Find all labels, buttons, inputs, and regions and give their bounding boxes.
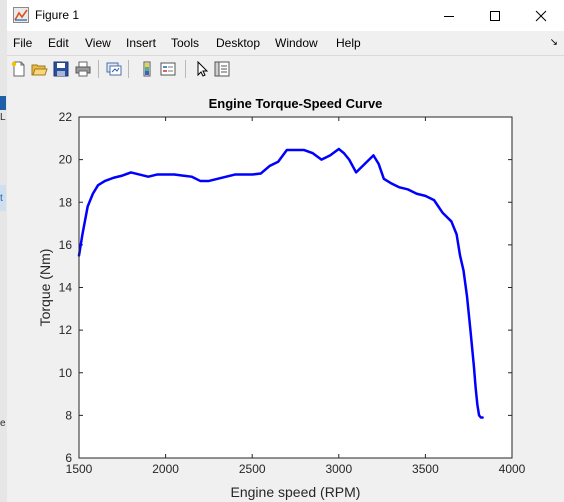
dock-arrow-icon[interactable]: ↘ <box>549 37 558 48</box>
maximize-icon <box>490 10 500 21</box>
menu-help[interactable]: Help <box>336 36 361 50</box>
menu-insert[interactable]: Insert <box>126 36 157 50</box>
toolbar-separator <box>98 60 99 78</box>
data-series <box>77 147 484 419</box>
axes-ticks: 1500 2000 2500 3000 3500 4000 6 8 10 12 14 16 18 20 22 <box>59 110 526 476</box>
open-file-icon[interactable] <box>30 60 48 78</box>
toolbar-separator <box>128 60 129 78</box>
series-line-0 <box>77 147 484 419</box>
chart-title: Engine Torque-Speed Curve <box>209 96 383 111</box>
x-tick-label: 2000 <box>152 462 179 476</box>
figure-toolbar <box>7 55 564 84</box>
toolbar-separator <box>185 60 186 78</box>
menu-window[interactable]: Window <box>275 36 318 50</box>
minimize-icon <box>444 15 454 17</box>
window-titlebar: Figure 1 <box>7 0 564 31</box>
x-tick-label: 1500 <box>66 462 93 476</box>
window-title: Figure 1 <box>35 8 80 22</box>
matlab-figure-icon <box>13 7 29 23</box>
background-text-e: e <box>0 418 6 429</box>
y-tick-label: 16 <box>59 238 73 252</box>
background-selection <box>0 185 6 211</box>
property-inspector-icon[interactable] <box>213 60 231 78</box>
insert-colorbar-icon[interactable] <box>138 60 156 78</box>
figure-canvas: 1500 2000 2500 3000 3500 4000 6 8 10 12 14 16 18 20 22… <box>7 83 564 502</box>
plot-svg: 1500 2000 2500 3000 3500 4000 6 8 10 12 14 16 18 20 22… <box>37 96 526 500</box>
x-tick-label: 2500 <box>239 462 266 476</box>
save-icon[interactable] <box>52 60 70 78</box>
print-icon[interactable] <box>74 60 92 78</box>
menu-tools[interactable]: Tools <box>171 36 200 50</box>
link-plot-icon[interactable] <box>105 60 123 78</box>
y-tick-label: 20 <box>59 153 73 167</box>
y-tick-label: 6 <box>65 451 72 465</box>
close-icon <box>535 10 547 21</box>
minimize-button[interactable] <box>426 0 472 31</box>
y-axis-label: Torque (Nm) <box>37 249 53 327</box>
x-tick-label: 3000 <box>325 462 352 476</box>
axes-background[interactable] <box>79 117 512 458</box>
edit-plot-icon[interactable] <box>193 60 211 78</box>
menu-edit[interactable]: Edit <box>48 36 69 50</box>
y-tick-label: 14 <box>59 281 73 295</box>
new-figure-icon[interactable] <box>10 60 28 78</box>
background-text-t: t <box>0 193 3 204</box>
y-tick-label: 18 <box>59 195 73 209</box>
background-highlight <box>0 96 6 110</box>
y-tick-label: 10 <box>59 366 73 380</box>
menu-file[interactable]: File <box>13 36 33 50</box>
x-tick-label: 3500 <box>412 462 439 476</box>
y-tick-label: 12 <box>59 323 73 337</box>
y-tick-label: 22 <box>59 110 73 124</box>
menu-bar: File Edit View Insert Tools Desktop Wind… <box>7 31 564 55</box>
close-button[interactable] <box>518 0 564 31</box>
y-tick-label: 8 <box>65 408 72 422</box>
x-tick-label: 4000 <box>499 462 526 476</box>
x-axis-label: Engine speed (RPM) <box>231 484 361 500</box>
axes-box <box>78 116 513 459</box>
insert-legend-icon[interactable] <box>159 60 177 78</box>
background-text-l: L <box>0 112 6 123</box>
menu-desktop[interactable]: Desktop <box>216 36 261 50</box>
maximize-button[interactable] <box>472 0 518 31</box>
menu-view[interactable]: View <box>85 36 111 50</box>
